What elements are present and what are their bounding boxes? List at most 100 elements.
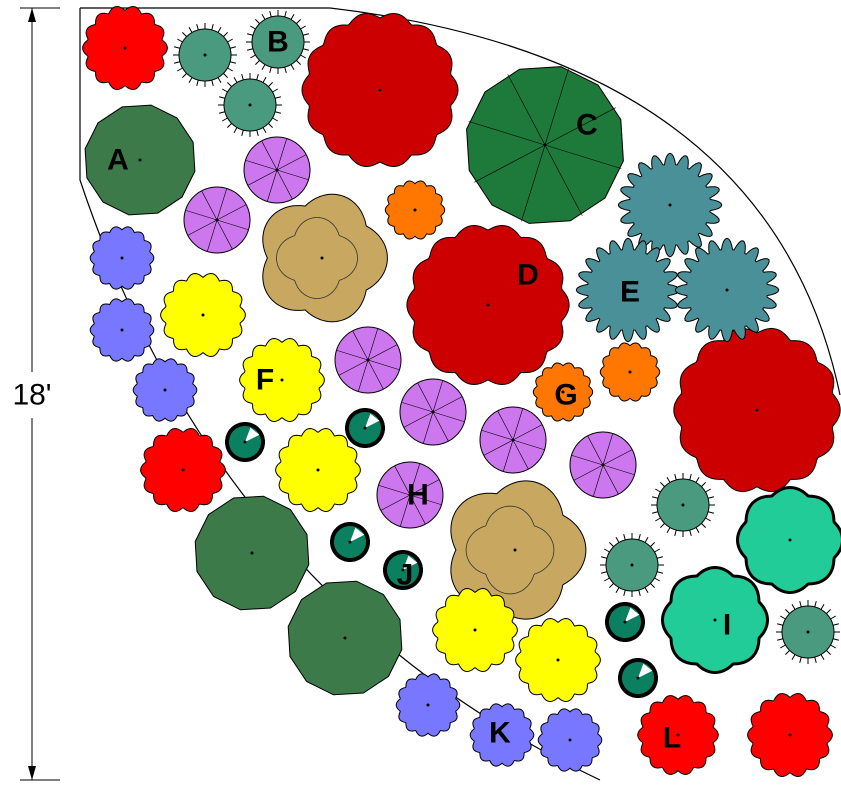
plant-spike (268, 123, 273, 128)
plant-center (713, 618, 717, 622)
plant-spoke (247, 169, 278, 186)
plant-center (181, 468, 185, 472)
plant-wedge (638, 663, 653, 678)
plant-center (725, 288, 729, 292)
plant-spike (262, 77, 267, 83)
plant-spike (269, 66, 272, 74)
plant-spike (666, 527, 671, 533)
plant-spoke (409, 494, 426, 525)
plant-center (681, 503, 685, 507)
plant-spike (832, 623, 840, 626)
plant-spoke (216, 219, 233, 250)
plant-spike (227, 82, 232, 87)
plant-center (676, 733, 680, 737)
plant-spike (182, 32, 187, 37)
plant-spike (302, 48, 310, 51)
plant-spoke (512, 424, 543, 441)
plant-spike (218, 96, 226, 99)
plant-center (203, 53, 207, 57)
plant-spike (290, 64, 295, 70)
plant-spike (674, 529, 677, 537)
plant-spoke (544, 144, 622, 169)
plant-spike (290, 14, 295, 20)
plant-spike (791, 654, 796, 660)
plant-center (628, 370, 632, 374)
plant-spike (300, 25, 306, 30)
plant-spike (223, 32, 228, 37)
plant-spike (227, 67, 233, 72)
plant-center (513, 548, 517, 552)
plant-spoke (474, 144, 546, 183)
plant-spoke (573, 464, 604, 481)
plant-center (378, 88, 382, 92)
plant-spoke (481, 429, 514, 441)
plant-spike (651, 496, 659, 499)
plant-wedge (403, 555, 418, 570)
plant-spike (650, 542, 655, 547)
plant-spoke (216, 204, 247, 221)
plant-spoke (206, 219, 218, 252)
plant-spoke (409, 463, 421, 496)
plant-label: B (267, 26, 289, 59)
plant-center (623, 620, 627, 624)
plant-center (401, 568, 405, 572)
plant-spike (241, 129, 244, 137)
plant-label: E (620, 276, 640, 309)
dimension-label-bg (8, 372, 58, 418)
plant-spike (256, 73, 259, 81)
plants (82, 5, 841, 778)
plant-spike (701, 482, 706, 487)
plant-spoke (216, 219, 249, 231)
dimension: 18' (8, 7, 60, 781)
plant-spoke (602, 464, 635, 476)
plant-spoke (399, 494, 411, 527)
plant-spike (227, 38, 233, 43)
plant-label: K (489, 717, 511, 750)
plant-spoke (507, 74, 546, 146)
plant-spoke (367, 328, 379, 361)
plant-spike (272, 117, 278, 122)
plant-center (561, 390, 565, 394)
rock-detail (276, 217, 358, 299)
plant-center (543, 143, 547, 147)
plant-spike (638, 533, 641, 541)
plant-spike (188, 27, 193, 33)
rock-detail (465, 505, 555, 595)
plant-center (275, 168, 279, 172)
plant-spike (211, 79, 214, 87)
plant-center (280, 378, 284, 382)
plant-spike (820, 604, 825, 610)
plant-spoke (276, 138, 288, 171)
plant-spike (826, 650, 831, 655)
plant-spoke (602, 464, 619, 495)
plant-center (601, 463, 605, 467)
plant-spoke (602, 433, 614, 466)
plant-spoke (401, 401, 434, 413)
plant-spike (255, 60, 260, 65)
plant-spike (623, 589, 626, 597)
plant-spike (832, 638, 840, 641)
plant-center (806, 630, 810, 634)
plant-spike (785, 650, 790, 655)
plant-spike (182, 73, 187, 78)
plant-spike (173, 46, 181, 49)
plant-spoke (512, 439, 529, 470)
plant-spike (274, 96, 282, 99)
plant-spike (229, 46, 237, 49)
plant-spike (644, 537, 649, 543)
plant-spoke (502, 439, 514, 472)
plant-spike (269, 10, 272, 18)
plant-wedge (365, 413, 380, 428)
plant-spike (233, 77, 238, 83)
plant-spoke (512, 408, 524, 441)
plant-center (630, 563, 634, 567)
plant-spoke (367, 359, 384, 390)
plant-spike (780, 644, 786, 649)
plant-spoke (380, 494, 411, 511)
plant-spike (196, 79, 199, 87)
plant-spike (222, 117, 228, 122)
plant-center (120, 328, 124, 332)
plant-spike (623, 533, 626, 541)
plant-spike (217, 27, 222, 33)
